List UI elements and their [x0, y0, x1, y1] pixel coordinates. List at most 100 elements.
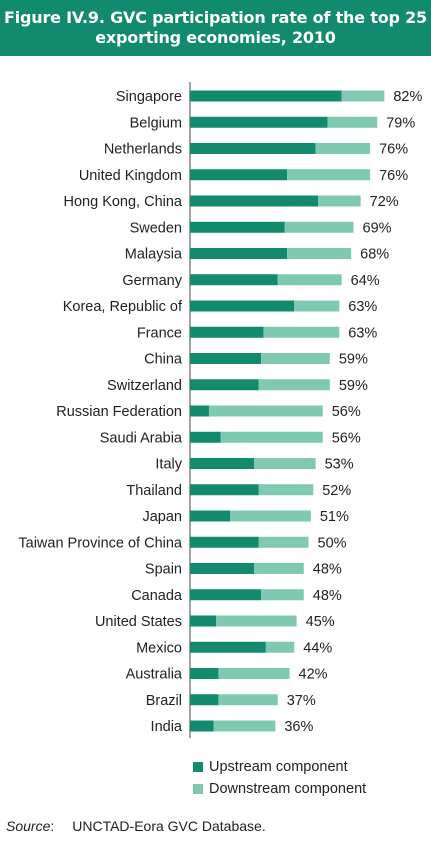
total-value-label: 56% [332, 430, 361, 446]
category-label: Japan [142, 509, 182, 525]
bar-downstream [341, 90, 385, 102]
category-label: Australia [126, 667, 183, 683]
bar-upstream [190, 589, 262, 601]
total-value-label: 82% [393, 89, 422, 105]
category-label: Mexico [136, 640, 182, 656]
bar-downstream [258, 484, 314, 496]
total-value-label: 56% [332, 404, 361, 420]
category-label: Switzerland [107, 378, 182, 394]
bar-upstream [190, 615, 217, 627]
bar-upstream [190, 379, 259, 391]
bar-upstream [190, 668, 219, 679]
category-label: Thailand [126, 483, 182, 499]
bar-downstream [261, 353, 330, 364]
legend-swatch-upstream [193, 762, 203, 772]
category-label: India [151, 719, 183, 735]
category-label: Taiwan Province of China [18, 535, 183, 551]
category-label: Hong Kong, China [64, 194, 183, 210]
total-value-label: 63% [348, 325, 377, 341]
bar-upstream [190, 195, 318, 207]
total-value-label: 42% [299, 667, 328, 683]
total-value-label: 48% [313, 588, 342, 604]
stacked-bar-chart: Singapore 82% Belgium 79% Netherlands 76% Unit… [18, 82, 422, 738]
bar-downstream [258, 536, 309, 548]
bar-downstream [220, 431, 323, 443]
category-label: Sweden [130, 220, 182, 236]
legend-label-downstream: Downstream component [209, 781, 367, 797]
bar-downstream [284, 221, 354, 233]
bar-upstream [190, 274, 278, 286]
total-value-label: 44% [303, 640, 332, 656]
total-value-label: 79% [386, 115, 415, 131]
legend-swatch-downstream [193, 784, 203, 794]
total-value-label: 36% [284, 719, 313, 735]
category-label: Singapore [116, 89, 182, 105]
bar-upstream [190, 563, 254, 574]
category-label: Belgium [130, 115, 182, 131]
bar-upstream [190, 326, 264, 338]
legend-item-upstream: Upstream component [193, 756, 366, 778]
total-value-label: 68% [360, 247, 389, 263]
legend-label-upstream: Upstream component [209, 759, 348, 775]
bar-upstream [190, 116, 328, 128]
bar-upstream [190, 720, 214, 732]
category-label: Netherlands [104, 142, 182, 158]
bar-upstream [190, 353, 262, 364]
legend-item-downstream: Downstream component [193, 778, 366, 800]
bar-upstream [190, 458, 254, 469]
bar-downstream [258, 379, 330, 391]
legend: Upstream component Downstream component [193, 756, 366, 800]
category-label: China [144, 352, 183, 368]
source-text: UNCTAD-Eora GVC Database. [72, 818, 266, 834]
total-value-label: 45% [306, 614, 335, 630]
bar-upstream [190, 694, 219, 706]
bar-upstream [190, 431, 221, 443]
bar-upstream [190, 143, 316, 154]
category-label: Germany [122, 273, 182, 289]
bar-upstream [190, 300, 295, 312]
category-label: United States [95, 614, 182, 630]
bar-downstream [277, 274, 342, 286]
total-value-label: 59% [339, 378, 368, 394]
bar-downstream [294, 300, 340, 312]
category-label: France [137, 325, 182, 341]
bar-downstream [327, 116, 378, 128]
category-label: Malaysia [125, 247, 183, 263]
total-value-label: 52% [322, 483, 351, 499]
total-value-label: 51% [320, 509, 349, 525]
bar-downstream [216, 615, 297, 627]
bar-downstream [230, 510, 311, 522]
bar-downstream [287, 169, 371, 181]
total-value-label: 59% [339, 352, 368, 368]
source-note: Source: UNCTAD-Eora GVC Database. [6, 818, 266, 834]
bar-downstream [253, 563, 304, 574]
total-value-label: 72% [370, 194, 399, 210]
total-value-label: 76% [379, 142, 408, 158]
source-label: Source [6, 818, 51, 834]
total-value-label: 69% [363, 220, 392, 236]
category-label: Canada [131, 588, 183, 604]
figure-title-line-2: exporting economies, 2010 [95, 28, 336, 47]
bar-downstream [287, 248, 352, 259]
category-label: Korea, Republic of [63, 299, 183, 315]
bar-upstream [190, 169, 288, 181]
total-value-label: 48% [313, 562, 342, 578]
bar-upstream [190, 90, 342, 102]
bar-downstream [218, 694, 278, 706]
bar-downstream [253, 458, 316, 469]
bar-downstream [261, 589, 304, 601]
category-label: Brazil [146, 693, 182, 709]
source-colon: : [50, 818, 55, 834]
bar-upstream [190, 221, 285, 233]
total-value-label: 63% [348, 299, 377, 315]
figure-title-line-1: Figure IV.9. GVC participation rate of t… [4, 8, 427, 27]
category-label: Spain [145, 562, 182, 578]
total-value-label: 53% [325, 457, 354, 473]
bar-upstream [190, 484, 259, 496]
bar-downstream [263, 326, 340, 338]
bar-upstream [190, 510, 231, 522]
total-value-label: 76% [379, 168, 408, 184]
bar-downstream [317, 195, 361, 207]
total-value-label: 50% [318, 535, 347, 551]
figure-title-box: Figure IV.9. GVC participation rate of t… [0, 0, 431, 56]
